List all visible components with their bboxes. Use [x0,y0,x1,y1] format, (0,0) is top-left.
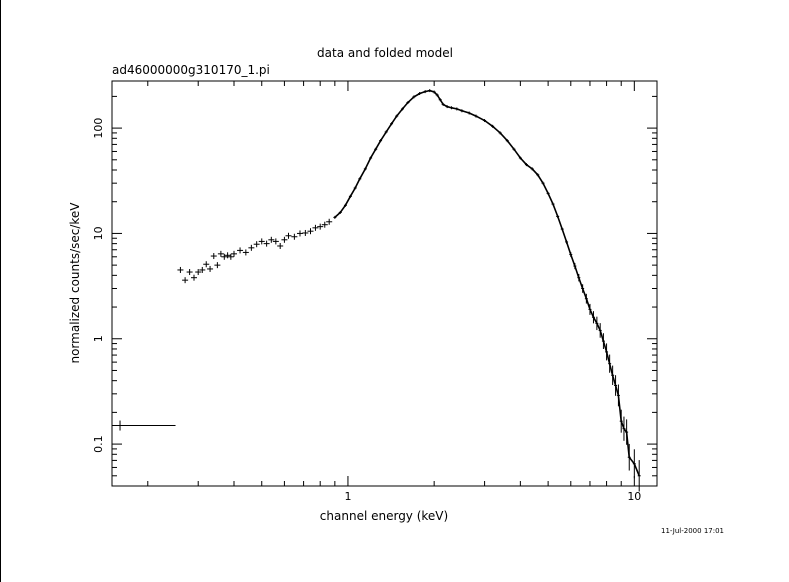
data-point [317,223,324,230]
data-point [207,265,214,272]
y-tick-label: 10 [92,226,105,240]
y-axis-label: normalized counts/sec/keV [68,202,82,364]
data-point [296,230,303,237]
timestamp: 11-Jul-2000 17:01 [661,527,724,535]
window-edge [0,0,1,582]
data-point [291,233,298,240]
data-point [272,238,279,245]
plot-frame [111,80,658,487]
data-point [195,269,202,276]
data-point [210,253,217,260]
data-point [237,247,244,254]
x-axis-label: channel energy (keV) [320,509,448,523]
data-point [321,221,328,228]
data-point [214,262,221,269]
data-point [224,252,231,259]
data-point [177,266,184,273]
data-point [302,229,309,236]
data-point [242,249,249,256]
data-point [312,224,319,231]
y-tick-label: 0.1 [92,435,105,453]
data-point [258,238,265,245]
data-point [253,241,260,248]
data-point [230,250,237,257]
x-tick-label: 1 [344,490,351,503]
chart-title: data and folded model [317,46,453,60]
data-point [190,274,197,281]
data-point [263,240,270,247]
data-point [203,261,210,268]
data-point [281,236,288,243]
data-trace [334,89,640,477]
y-tick-label: 1 [92,335,105,342]
data-point [248,244,255,251]
data-point [227,253,234,260]
chart-subtitle: ad46000000g310170_1.pi [112,63,270,77]
data-point [221,253,228,260]
data-point [277,242,284,249]
data-point [182,277,189,284]
data-point [186,269,193,276]
y-tick-label: 100 [92,118,105,139]
data-point [326,218,333,225]
data-point [268,236,275,243]
data-point [307,228,314,235]
data-point [217,250,224,257]
data-point [199,266,206,273]
x-tick-label: 10 [627,490,641,503]
data-point [285,232,292,239]
